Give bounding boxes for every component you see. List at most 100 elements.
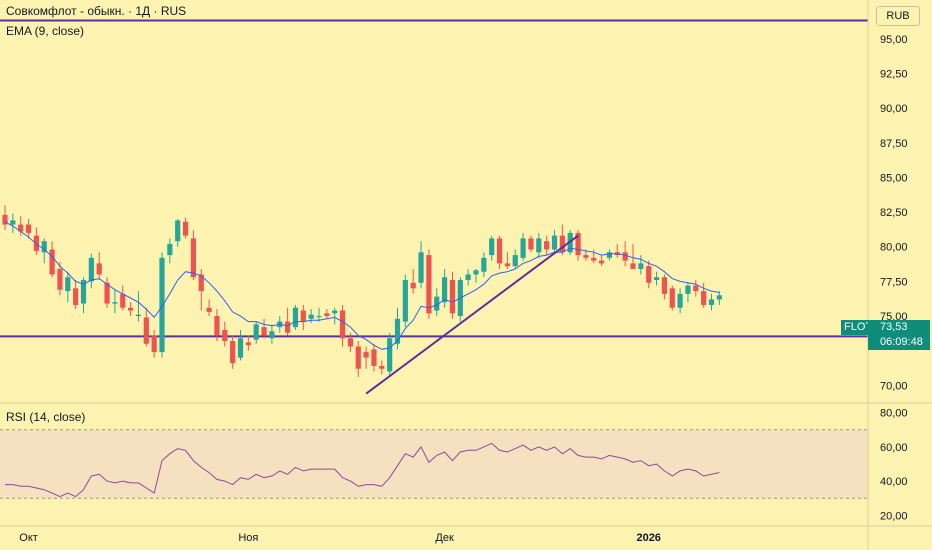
candle-body[interactable] <box>371 349 377 366</box>
candle-body[interactable] <box>394 318 401 344</box>
candle-body[interactable] <box>504 263 510 267</box>
ema-line[interactable] <box>4 221 720 350</box>
candle-body[interactable] <box>300 310 306 322</box>
candle-body[interactable] <box>434 296 440 311</box>
candle-body[interactable] <box>661 277 667 294</box>
candle-body[interactable] <box>512 255 518 267</box>
candle-body[interactable] <box>230 341 236 364</box>
candle-body[interactable] <box>73 288 79 305</box>
candle-body[interactable] <box>41 241 47 253</box>
candle-body[interactable] <box>520 238 526 258</box>
candle-body[interactable] <box>677 293 683 308</box>
candle-body[interactable] <box>465 274 471 281</box>
candle-body[interactable] <box>167 243 173 256</box>
price-pane[interactable] <box>0 19 868 395</box>
candle-body[interactable] <box>379 365 385 369</box>
candle-body[interactable] <box>112 302 118 304</box>
candle-body[interactable] <box>701 291 707 305</box>
candle-body[interactable] <box>175 220 181 242</box>
candle-body[interactable] <box>269 331 275 339</box>
candle-body[interactable] <box>182 221 189 236</box>
candle-body[interactable] <box>481 257 487 272</box>
candle-body[interactable] <box>143 317 149 344</box>
candle-body[interactable] <box>347 338 353 347</box>
candle-body[interactable] <box>2 214 8 225</box>
candle-body[interactable] <box>496 238 503 264</box>
candle-body[interactable] <box>653 277 660 281</box>
candle-body[interactable] <box>638 263 644 269</box>
candle-body[interactable] <box>685 285 691 294</box>
candle-body[interactable] <box>33 235 39 251</box>
candle-body[interactable] <box>245 342 251 346</box>
candle-body[interactable] <box>646 266 652 283</box>
candle-body[interactable] <box>285 321 291 333</box>
candle-body[interactable] <box>18 224 24 232</box>
candle-body[interactable] <box>442 277 448 303</box>
candle-body[interactable] <box>135 314 142 317</box>
candle-body[interactable] <box>387 338 393 372</box>
candle-body[interactable] <box>128 307 134 311</box>
candle-body[interactable] <box>426 255 432 314</box>
candle-body[interactable] <box>544 241 550 250</box>
candle-body[interactable] <box>410 282 416 289</box>
candle-body[interactable] <box>559 235 565 253</box>
candle-body[interactable] <box>120 293 126 308</box>
candle-body[interactable] <box>402 280 408 322</box>
trend-line[interactable] <box>365 234 579 395</box>
rsi-legend[interactable]: RSI (14, close) <box>6 410 86 424</box>
candle-body[interactable] <box>332 310 338 314</box>
candle-body[interactable] <box>25 224 32 233</box>
candle-body[interactable] <box>630 263 636 269</box>
candle-body[interactable] <box>222 329 228 342</box>
candle-body[interactable] <box>151 335 157 353</box>
candle-body[interactable] <box>339 310 346 339</box>
candle-body[interactable] <box>190 238 196 278</box>
candle-body[interactable] <box>159 257 165 353</box>
candle-body[interactable] <box>198 274 204 292</box>
rsi-line[interactable] <box>5 442 720 498</box>
rsi-pane[interactable] <box>0 429 868 499</box>
candle-body[interactable] <box>10 220 16 225</box>
candle-body[interactable] <box>49 249 55 275</box>
candle-body[interactable] <box>669 288 675 308</box>
candle-body[interactable] <box>449 280 456 314</box>
candle-body[interactable] <box>363 352 369 358</box>
candle-body[interactable] <box>575 232 581 256</box>
candle-body[interactable] <box>57 268 63 290</box>
chart-title[interactable]: Совкомфлот - обыкн. · 1Д · RUS <box>6 4 187 18</box>
candle-body[interactable] <box>622 252 628 261</box>
ema-legend[interactable]: EMA (9, close) <box>6 24 85 38</box>
candle-body[interactable] <box>693 285 699 292</box>
candle-body[interactable] <box>292 307 299 328</box>
candle-body[interactable] <box>308 314 314 319</box>
candle-body[interactable] <box>80 280 87 304</box>
candle-body[interactable] <box>355 346 361 369</box>
candle-body[interactable] <box>261 327 267 336</box>
candle-body[interactable] <box>473 270 479 275</box>
rsi-tick-label: 80,00 <box>880 408 908 420</box>
candle-body[interactable] <box>324 313 330 317</box>
candle-body[interactable] <box>418 252 424 283</box>
candle-body[interactable] <box>528 238 534 250</box>
candle-body[interactable] <box>583 255 589 258</box>
candle-body[interactable] <box>551 235 558 250</box>
candle-body[interactable] <box>606 252 613 258</box>
candle-body[interactable] <box>96 263 102 275</box>
candle-body[interactable] <box>253 324 259 340</box>
candle-body[interactable] <box>88 257 94 282</box>
candle-body[interactable] <box>65 277 71 292</box>
candle-body[interactable] <box>599 260 605 264</box>
candle-body[interactable] <box>716 295 722 300</box>
candle-body[interactable] <box>214 316 220 336</box>
candle-body[interactable] <box>708 299 715 305</box>
last-price: 73,53 <box>880 321 908 333</box>
candle-body[interactable] <box>489 238 495 256</box>
candle-body[interactable] <box>206 307 212 312</box>
currency-button[interactable]: RUB <box>876 6 920 26</box>
candle-body[interactable] <box>237 338 244 358</box>
candle-body[interactable] <box>104 282 110 304</box>
candle-body[interactable] <box>536 238 542 253</box>
candle-body[interactable] <box>591 257 597 261</box>
candle-body[interactable] <box>316 316 322 318</box>
